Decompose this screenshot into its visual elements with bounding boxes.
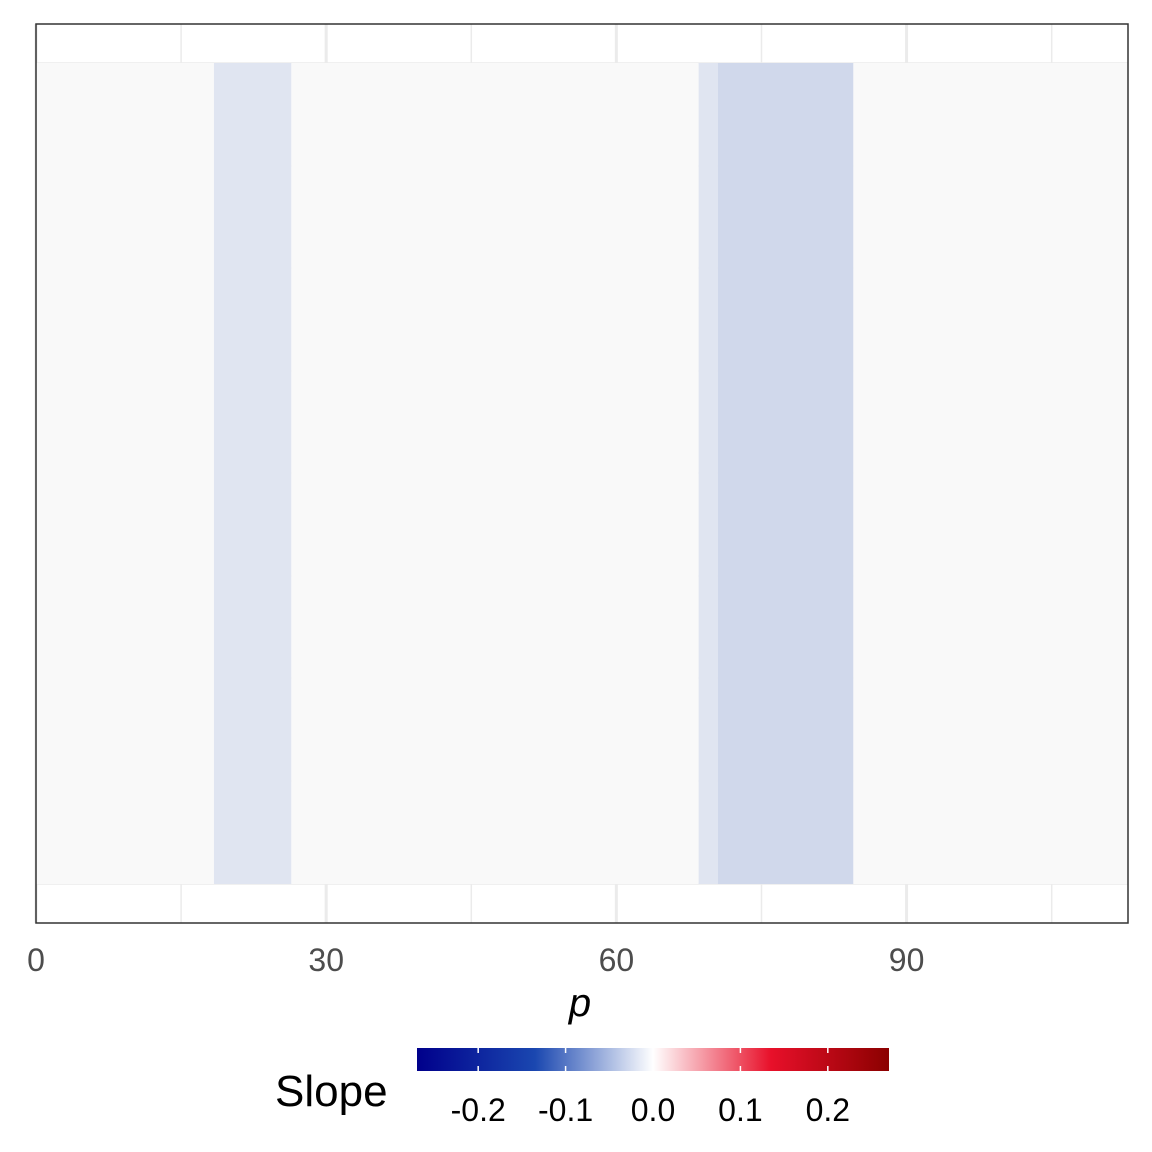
heatmap-cell: [717, 63, 854, 884]
x-tick-label: 0: [27, 942, 45, 978]
heatmap-cell: [698, 63, 718, 884]
x-axis-title: p: [568, 981, 591, 1025]
legend-tick-label: 0.2: [806, 1092, 850, 1128]
heatmap-cell: [213, 63, 292, 884]
heatmap-cells: [36, 63, 1128, 884]
legend-colorbar: [417, 1048, 889, 1071]
legend-title: Slope: [275, 1067, 388, 1116]
x-tick-label: 60: [599, 942, 635, 978]
x-tick-labels: 0 30 60 90: [27, 942, 924, 978]
x-tick-label: 30: [308, 942, 344, 978]
legend: Slope -0.2 -0.1 0.0 0.1 0.2: [275, 1048, 889, 1128]
x-tick-label: 90: [889, 942, 925, 978]
legend-tick-label: -0.2: [451, 1092, 506, 1128]
panel-border: [35, 23, 1129, 924]
legend-ticks: -0.2 -0.1 0.0 0.1 0.2: [451, 1048, 850, 1128]
legend-tick-label: -0.1: [538, 1092, 593, 1128]
heatmap-cell: [291, 63, 699, 884]
heatmap-cell: [853, 63, 1128, 884]
legend-tick-label: 0.1: [718, 1092, 762, 1128]
heatmap-cell: [36, 63, 214, 884]
legend-tick-label: 0.0: [631, 1092, 675, 1128]
